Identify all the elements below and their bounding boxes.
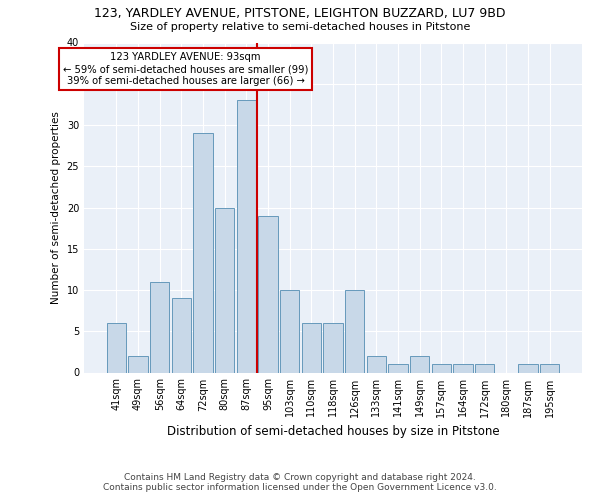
Text: 123, YARDLEY AVENUE, PITSTONE, LEIGHTON BUZZARD, LU7 9BD: 123, YARDLEY AVENUE, PITSTONE, LEIGHTON … bbox=[94, 8, 506, 20]
Bar bbox=[236, 100, 256, 372]
Bar bbox=[280, 290, 299, 372]
Bar bbox=[410, 356, 430, 372]
Bar bbox=[172, 298, 191, 372]
Bar bbox=[367, 356, 386, 372]
Bar bbox=[128, 356, 148, 372]
Bar bbox=[431, 364, 451, 372]
Bar bbox=[323, 323, 343, 372]
Bar bbox=[302, 323, 321, 372]
Text: Size of property relative to semi-detached houses in Pitstone: Size of property relative to semi-detach… bbox=[130, 22, 470, 32]
Bar bbox=[345, 290, 364, 372]
Text: 123 YARDLEY AVENUE: 93sqm
← 59% of semi-detached houses are smaller (99)
39% of : 123 YARDLEY AVENUE: 93sqm ← 59% of semi-… bbox=[63, 52, 308, 86]
Bar bbox=[215, 208, 235, 372]
Bar bbox=[388, 364, 408, 372]
Bar bbox=[540, 364, 559, 372]
Bar bbox=[107, 323, 126, 372]
Y-axis label: Number of semi-detached properties: Number of semi-detached properties bbox=[51, 111, 61, 304]
Text: Contains HM Land Registry data © Crown copyright and database right 2024.
Contai: Contains HM Land Registry data © Crown c… bbox=[103, 473, 497, 492]
Bar bbox=[258, 216, 278, 372]
Bar bbox=[193, 133, 213, 372]
Bar bbox=[150, 282, 169, 372]
X-axis label: Distribution of semi-detached houses by size in Pitstone: Distribution of semi-detached houses by … bbox=[167, 425, 499, 438]
Bar bbox=[475, 364, 494, 372]
Bar bbox=[518, 364, 538, 372]
Bar bbox=[453, 364, 473, 372]
